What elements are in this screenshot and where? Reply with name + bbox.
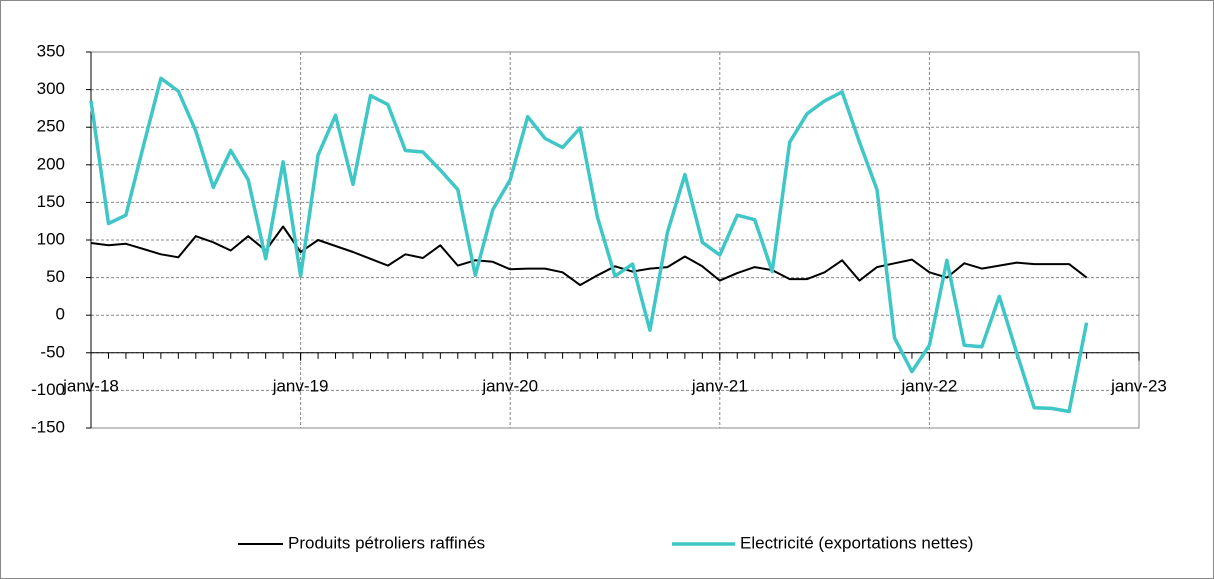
legend-label: Produits pétroliers raffinés bbox=[288, 533, 485, 552]
x-tick-label: janv-23 bbox=[1110, 376, 1167, 395]
x-tick-label: janv-19 bbox=[272, 376, 329, 395]
x-tick-label: janv-20 bbox=[481, 376, 538, 395]
y-tick-label: 100 bbox=[37, 229, 65, 248]
y-tick-label: -150 bbox=[31, 417, 65, 436]
y-tick-label: -100 bbox=[31, 380, 65, 399]
y-tick-label: 250 bbox=[37, 117, 65, 136]
y-tick-label: 200 bbox=[37, 154, 65, 173]
series-line bbox=[90, 225, 1088, 287]
y-tick-label: -50 bbox=[40, 342, 65, 361]
x-tick-label: janv-21 bbox=[691, 376, 748, 395]
legend-label: Electricité (exportations nettes) bbox=[740, 533, 973, 552]
y-tick-label: 150 bbox=[37, 192, 65, 211]
x-tick-label: janv-22 bbox=[901, 376, 958, 395]
y-tick-label: 350 bbox=[37, 41, 65, 60]
series-line bbox=[89, 76, 1089, 414]
y-tick-label: 50 bbox=[46, 267, 65, 286]
y-tick-label: 0 bbox=[56, 305, 65, 324]
y-tick-label: 300 bbox=[37, 79, 65, 98]
